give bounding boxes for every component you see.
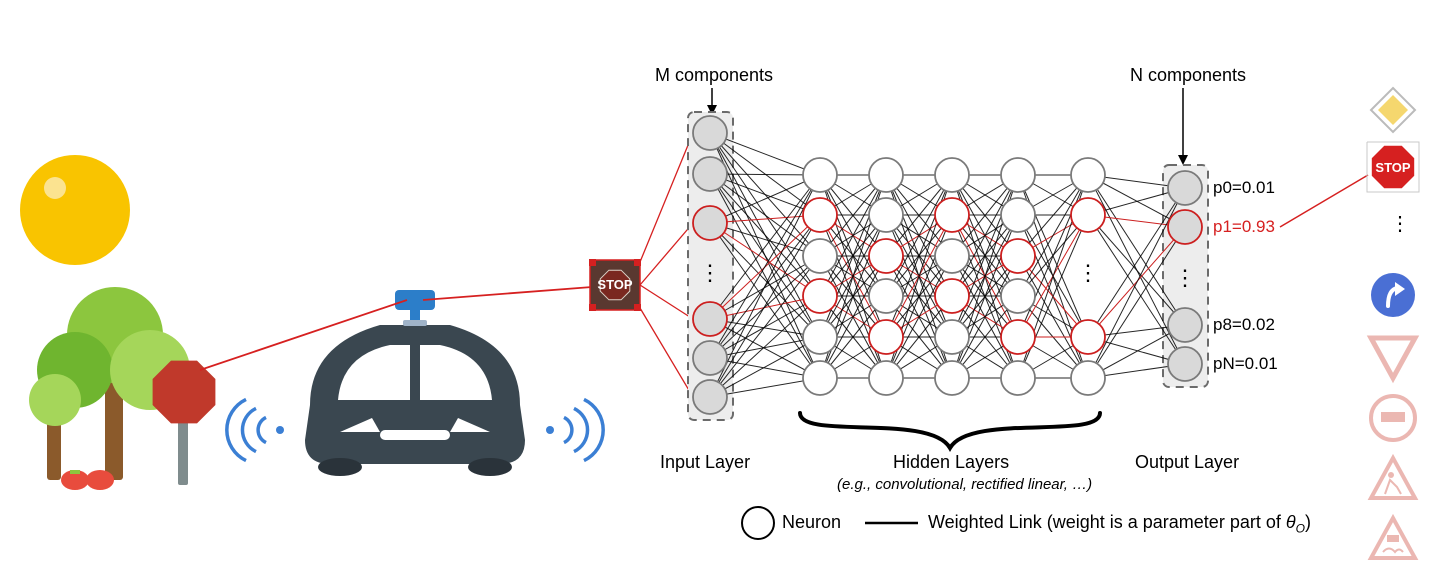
legend-neuron: [742, 507, 774, 539]
neuron: [693, 341, 727, 375]
neuron: [803, 279, 837, 313]
sign-yield: [1371, 338, 1415, 378]
output-p1: p1=0.93: [1213, 217, 1275, 237]
neuron: [935, 361, 969, 395]
ellipsis-signs: ⋮: [1390, 211, 1410, 236]
neuron: [1001, 198, 1035, 232]
output-p0: p0=0.01: [1213, 178, 1275, 198]
neuron: [1071, 158, 1105, 192]
neuron: [1168, 308, 1202, 342]
neuron: [1001, 239, 1035, 273]
neuron: [693, 302, 727, 336]
neuron: [1001, 158, 1035, 192]
neuron: [693, 157, 727, 191]
neuron: [1168, 171, 1202, 205]
svg-text:STOP: STOP: [1375, 160, 1410, 175]
neuron: [803, 158, 837, 192]
svg-text:⋮: ⋮: [699, 260, 721, 285]
neuron: [1071, 320, 1105, 354]
neuron: [869, 279, 903, 313]
n-components-label: N components: [1130, 65, 1246, 86]
neuron: [869, 239, 903, 273]
output-p8: p8=0.02: [1213, 315, 1275, 335]
neuron: [935, 279, 969, 313]
neuron: [935, 320, 969, 354]
neuron: [1071, 361, 1105, 395]
input-layer-label: Input Layer: [660, 452, 750, 473]
hidden-layers-label: Hidden Layers: [893, 452, 1009, 473]
neuron: [935, 239, 969, 273]
neuron: [1001, 361, 1035, 395]
neuron: [803, 239, 837, 273]
neuron: [1001, 279, 1035, 313]
neuron: [803, 361, 837, 395]
neuron: [803, 320, 837, 354]
neuron: [1168, 210, 1202, 244]
svg-text:⋮: ⋮: [1174, 265, 1196, 290]
neuron: [693, 206, 727, 240]
svg-text:STOP: STOP: [597, 277, 632, 292]
sign-turn-right: [1371, 273, 1415, 317]
neuron: [935, 158, 969, 192]
diagram-svg: STOP ⋮ ⋮ ⋮ STOP: [0, 0, 1438, 579]
neuron: [869, 320, 903, 354]
neuron-legend-label: Neuron: [782, 512, 841, 533]
neuron: [803, 198, 837, 232]
neuron: [1071, 198, 1105, 232]
neuron: [1168, 347, 1202, 381]
car-icon: [227, 290, 603, 476]
neuron: [869, 198, 903, 232]
hidden-layers-sublabel: (e.g., convolutional, rectified linear, …: [837, 476, 1092, 493]
neuron: [693, 380, 727, 414]
sign-roadworks: [1371, 458, 1415, 498]
neuron: [1001, 320, 1035, 354]
neuron: [869, 158, 903, 192]
output-layer-label: Output Layer: [1135, 452, 1239, 473]
weighted-link-legend-label: Weighted Link (weight is a parameter par…: [928, 512, 1311, 536]
stop-sign-scene: [153, 361, 216, 424]
neuron: [935, 198, 969, 232]
svg-text:⋮: ⋮: [1077, 260, 1099, 285]
sun-icon: [20, 155, 130, 265]
output-pN: pN=0.01: [1213, 354, 1278, 374]
m-components-label: M components: [655, 65, 773, 86]
neuron: [869, 361, 903, 395]
neuron: [693, 116, 727, 150]
